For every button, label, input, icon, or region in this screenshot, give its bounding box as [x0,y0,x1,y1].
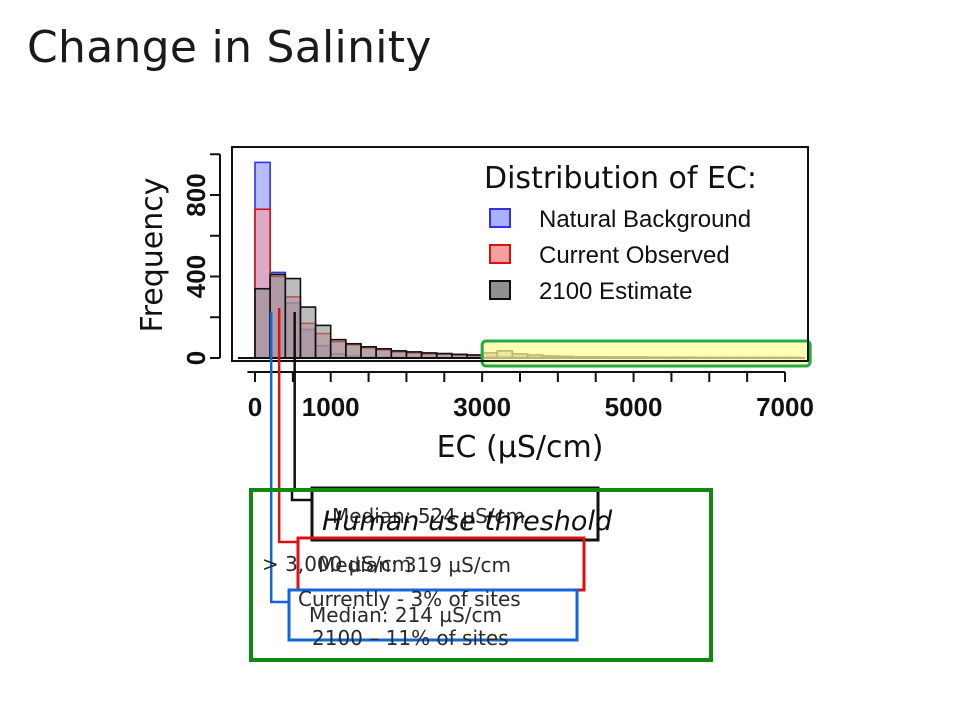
histogram-bar [345,342,362,359]
x-tick-label: 1000 [302,392,360,422]
x-tick-label: 3000 [453,392,511,422]
histogram-bar [375,348,393,359]
axes: 0 1000 3000 5000 7000 EC (µS/cm) 0 400 800 Freque… [135,146,814,465]
threshold-annotation: Human use threshold > 3,000 µS/cm Currentl… [249,488,713,662]
histogram-bar [360,345,377,359]
legend-swatch [489,244,511,264]
legend-title: Distribution of EC: [484,161,757,196]
y-tick-label: 800 [181,173,211,216]
legend-label: Current Observed [539,242,730,269]
threshold-value: > 3,000 µS/cm [262,552,411,576]
y-tick-label: 400 [181,255,211,298]
high-ec-highlight [480,339,812,368]
x-tick-label: 0 [248,392,262,422]
histogram-bar [254,287,271,359]
y-axis-title: Frequency [135,178,170,333]
histogram-bar [314,324,332,359]
threshold-current: Currently - 3% of sites [298,587,521,611]
x-tick-label: 7000 [756,392,814,422]
histogram-bar [284,277,302,359]
median-connector [269,312,289,604]
histogram-bar [299,306,317,359]
highlight-box [480,339,812,368]
slide-title: Change in Salinity [27,22,432,73]
legend-label: 2100 Estimate [539,278,692,305]
plot-frame [231,146,809,362]
median-annotations: Median: 524 µS/cm Median: 319 µS/cm Median… [269,308,600,642]
histogram-bar [390,350,408,359]
median-label: Median: 524 µS/cm [332,504,525,528]
legend-swatch [489,208,511,228]
histogram-bar [329,338,347,359]
threshold-box [249,488,713,662]
median-label: Median: 214 µS/cm [309,603,502,627]
x-tick-label: 5000 [605,392,663,422]
threshold-2100: 2100 – 11% of sites [312,626,509,650]
y-tick-label: 0 [181,351,211,365]
median-label: Median: 319 µS/cm [318,553,511,577]
legend-swatch [489,280,511,300]
threshold-title: Human use threshold [322,506,613,537]
median-box [287,588,579,642]
median-connector [277,308,298,544]
legend: Distribution of EC: Natural Background Cur… [484,161,757,305]
legend-label: Natural Background [539,206,751,233]
x-axis-title: EC (µS/cm) [437,430,604,465]
